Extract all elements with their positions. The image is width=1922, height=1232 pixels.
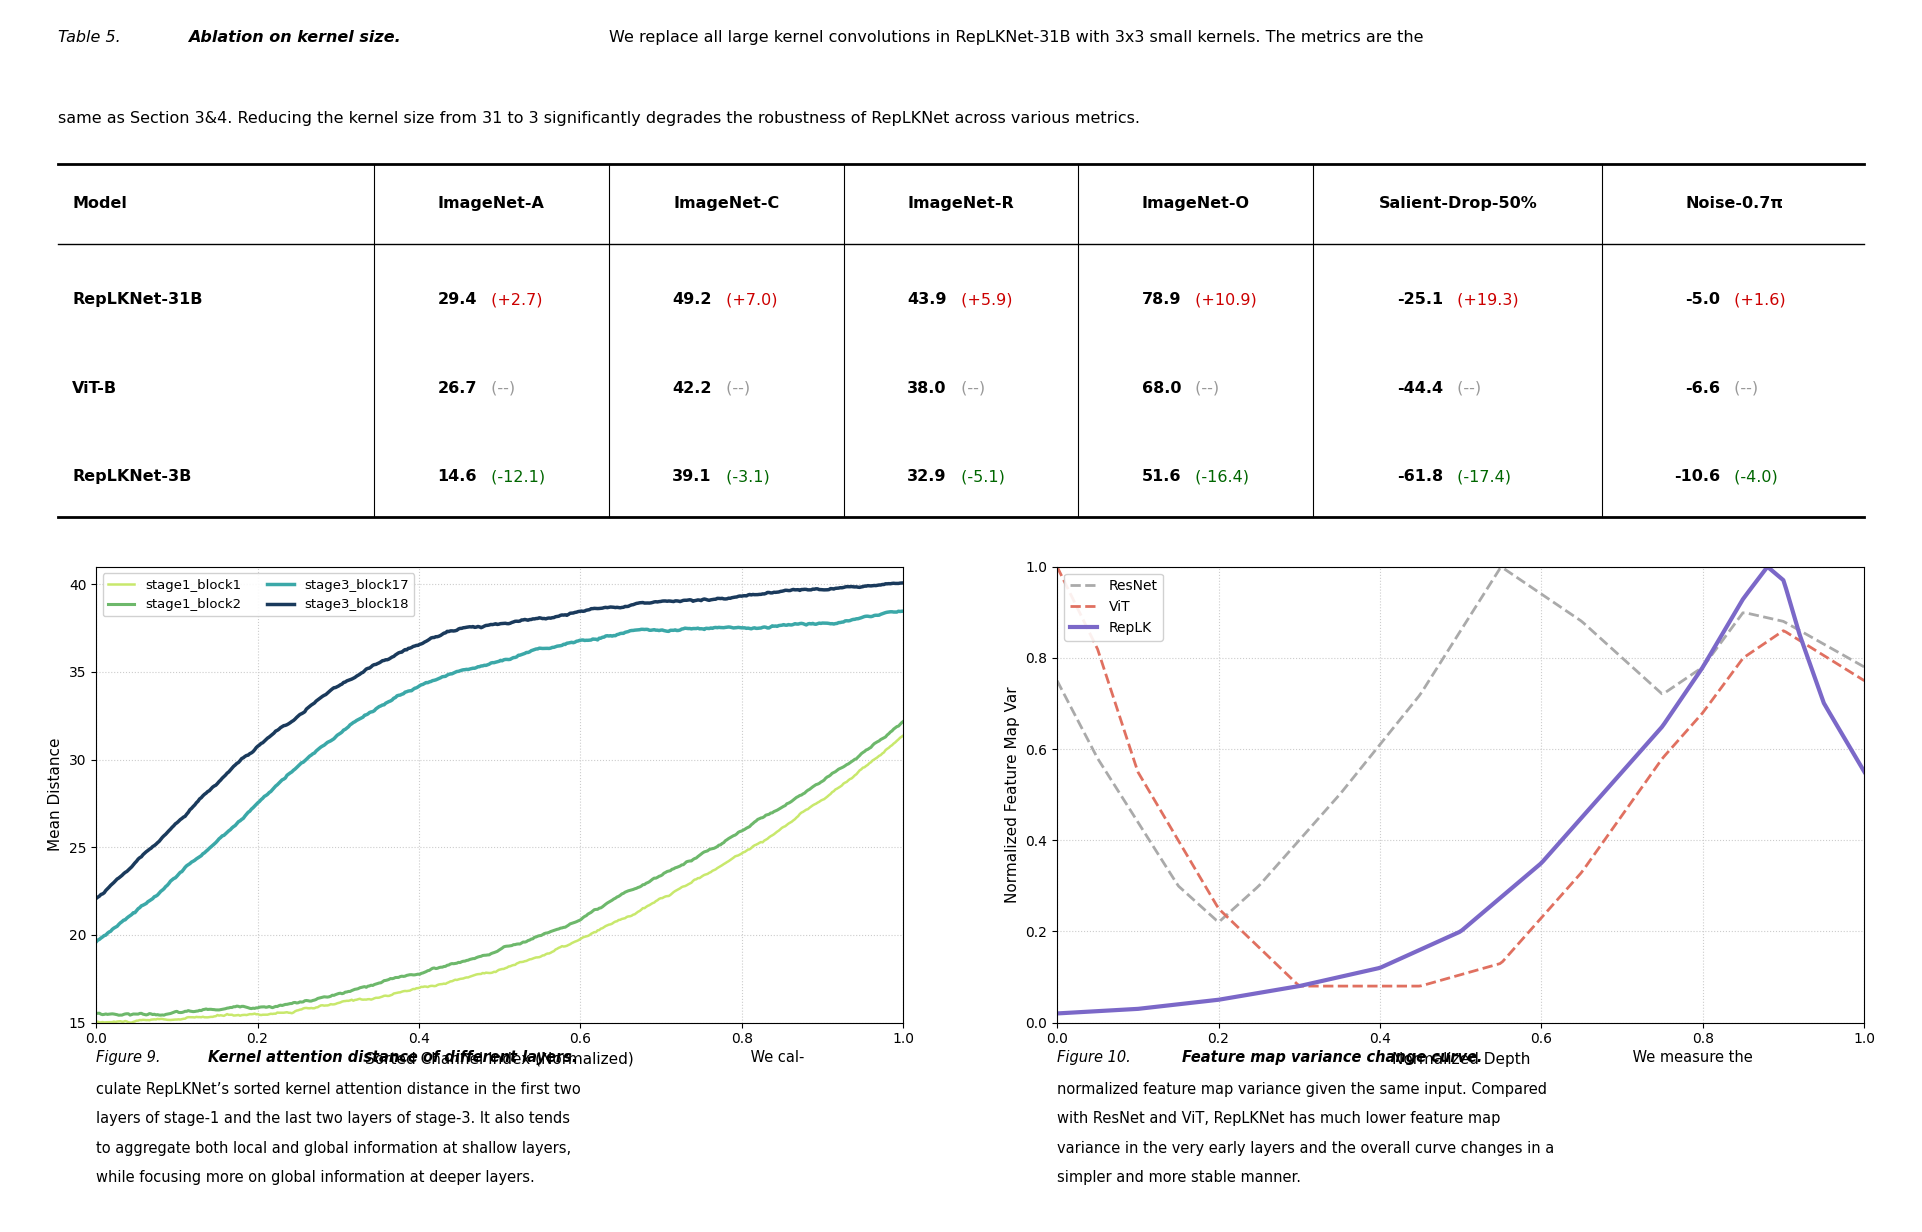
Text: 68.0: 68.0 (1142, 381, 1182, 395)
Text: normalized feature map variance given the same input. Compared: normalized feature map variance given th… (1057, 1082, 1547, 1096)
Text: (-12.1): (-12.1) (486, 469, 546, 484)
Text: 14.6: 14.6 (438, 469, 477, 484)
Y-axis label: Mean Distance: Mean Distance (48, 738, 63, 851)
Text: (-17.4): (-17.4) (1453, 469, 1511, 484)
Text: 43.9: 43.9 (907, 292, 946, 308)
Text: RepLKNet-3B: RepLKNet-3B (73, 469, 192, 484)
Text: ImageNet-R: ImageNet-R (907, 196, 1015, 212)
Text: (+10.9): (+10.9) (1190, 292, 1257, 308)
Text: (--): (--) (486, 381, 515, 395)
Text: Figure 9.: Figure 9. (96, 1050, 161, 1064)
Text: -61.8: -61.8 (1397, 469, 1443, 484)
Text: variance in the very early layers and the overall curve changes in a: variance in the very early layers and th… (1057, 1141, 1555, 1156)
Text: (-4.0): (-4.0) (1730, 469, 1778, 484)
Text: (--): (--) (721, 381, 750, 395)
Text: 39.1: 39.1 (673, 469, 711, 484)
Text: simpler and more stable manner.: simpler and more stable manner. (1057, 1170, 1301, 1185)
Text: We measure the: We measure the (1628, 1050, 1753, 1064)
Text: (--): (--) (1730, 381, 1759, 395)
Text: (+7.0): (+7.0) (721, 292, 776, 308)
Text: 32.9: 32.9 (907, 469, 946, 484)
Text: culate RepLKNet’s sorted kernel attention distance in the first two: culate RepLKNet’s sorted kernel attentio… (96, 1082, 580, 1096)
Text: 29.4: 29.4 (438, 292, 477, 308)
Text: -44.4: -44.4 (1397, 381, 1443, 395)
Text: (--): (--) (1453, 381, 1482, 395)
Legend: stage1_block1, stage1_block2, stage3_block17, stage3_block18: stage1_block1, stage1_block2, stage3_blo… (102, 573, 415, 616)
Text: 51.6: 51.6 (1142, 469, 1182, 484)
Text: (+1.6): (+1.6) (1730, 292, 1786, 308)
Text: (-16.4): (-16.4) (1190, 469, 1249, 484)
Text: Feature map variance change curve.: Feature map variance change curve. (1182, 1050, 1482, 1064)
Text: Figure 10.: Figure 10. (1057, 1050, 1130, 1064)
Text: (--): (--) (1190, 381, 1220, 395)
Text: 38.0: 38.0 (907, 381, 946, 395)
X-axis label: Normalized Depth: Normalized Depth (1392, 1052, 1530, 1067)
Text: ImageNet-A: ImageNet-A (438, 196, 544, 212)
Text: 49.2: 49.2 (673, 292, 711, 308)
Text: ViT-B: ViT-B (73, 381, 117, 395)
Text: We replace all large kernel convolutions in RepLKNet-31B with 3x3 small kernels.: We replace all large kernel convolutions… (609, 30, 1422, 44)
Text: -6.6: -6.6 (1686, 381, 1720, 395)
Text: We cal-: We cal- (746, 1050, 803, 1064)
Text: Noise-0.7π: Noise-0.7π (1686, 196, 1784, 212)
Text: with ResNet and ViT, RepLKNet has much lower feature map: with ResNet and ViT, RepLKNet has much l… (1057, 1111, 1501, 1126)
Text: -25.1: -25.1 (1397, 292, 1443, 308)
Text: 78.9: 78.9 (1142, 292, 1182, 308)
Text: (-5.1): (-5.1) (955, 469, 1005, 484)
Text: ImageNet-C: ImageNet-C (673, 196, 778, 212)
Text: 26.7: 26.7 (438, 381, 477, 395)
Text: (+2.7): (+2.7) (486, 292, 542, 308)
Text: (+5.9): (+5.9) (955, 292, 1013, 308)
Text: Table 5.: Table 5. (58, 30, 121, 44)
Text: Salient-Drop-50%: Salient-Drop-50% (1378, 196, 1538, 212)
Text: 42.2: 42.2 (673, 381, 711, 395)
Text: layers of stage-1 and the last two layers of stage-3. It also tends: layers of stage-1 and the last two layer… (96, 1111, 571, 1126)
Text: Model: Model (73, 196, 127, 212)
Text: Ablation on kernel size.: Ablation on kernel size. (188, 30, 400, 44)
Text: same as Section 3&4. Reducing the kernel size from 31 to 3 significantly degrade: same as Section 3&4. Reducing the kernel… (58, 111, 1140, 126)
Text: to aggregate both local and global information at shallow layers,: to aggregate both local and global infor… (96, 1141, 571, 1156)
Legend: ResNet, ViT, RepLK: ResNet, ViT, RepLK (1065, 574, 1163, 641)
Text: Kernel attention distance of different layers.: Kernel attention distance of different l… (208, 1050, 577, 1064)
X-axis label: Sorted Channel Index (Normalized): Sorted Channel Index (Normalized) (365, 1052, 634, 1067)
Text: (--): (--) (955, 381, 984, 395)
Text: -5.0: -5.0 (1686, 292, 1720, 308)
Text: RepLKNet-31B: RepLKNet-31B (73, 292, 202, 308)
Text: (-3.1): (-3.1) (721, 469, 769, 484)
Y-axis label: Normalized Feature Map Var: Normalized Feature Map Var (1005, 686, 1021, 903)
Text: while focusing more on global information at deeper layers.: while focusing more on global informatio… (96, 1170, 534, 1185)
Text: -10.6: -10.6 (1674, 469, 1720, 484)
Text: (+19.3): (+19.3) (1453, 292, 1518, 308)
Text: ImageNet-O: ImageNet-O (1142, 196, 1249, 212)
